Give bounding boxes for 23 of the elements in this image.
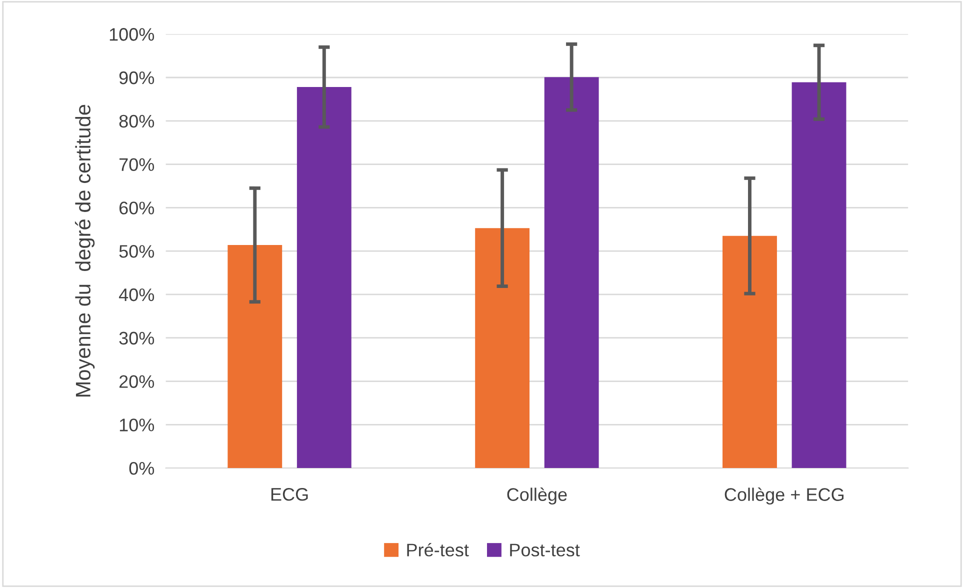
- y-tick-label: 70%: [119, 158, 154, 172]
- x-tick-label: Collège: [507, 487, 567, 505]
- y-tick-label: 20%: [119, 375, 154, 388]
- y-axis-title: Moyenne du degré de certitude: [74, 104, 95, 396]
- y-tick-label: 10%: [120, 418, 154, 432]
- y-tick-label: 100%: [110, 28, 154, 41]
- y-tick-label: 90%: [119, 71, 154, 84]
- x-tick-label: ECG: [271, 488, 308, 501]
- bar: [792, 82, 846, 468]
- legend-label: Post-test: [510, 544, 580, 556]
- y-tick-label: 60%: [119, 202, 154, 214]
- bar: [228, 245, 282, 468]
- x-tick-label: Collège + ECG: [724, 487, 844, 505]
- y-tick-label: 80%: [119, 114, 154, 128]
- bar: [475, 228, 530, 468]
- y-tick-label: 0%: [129, 462, 154, 475]
- y-tick-label: 50%: [119, 245, 154, 258]
- legend-label: Pré-test: [407, 542, 469, 556]
- bar: [296, 87, 352, 468]
- y-tick-label: 30%: [119, 332, 154, 345]
- bar: [544, 77, 599, 468]
- y-tick-label: 40%: [118, 288, 154, 302]
- bar: [722, 236, 777, 468]
